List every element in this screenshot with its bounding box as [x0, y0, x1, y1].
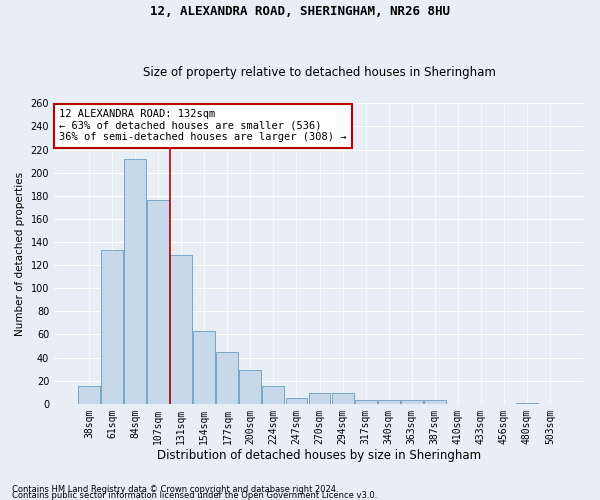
Bar — [124, 159, 146, 404]
Y-axis label: Number of detached properties: Number of detached properties — [15, 172, 25, 336]
Bar — [332, 394, 353, 404]
Text: 12 ALEXANDRA ROAD: 132sqm
← 63% of detached houses are smaller (536)
36% of semi: 12 ALEXANDRA ROAD: 132sqm ← 63% of detac… — [59, 110, 347, 142]
Bar — [78, 386, 100, 404]
Bar — [147, 200, 169, 404]
X-axis label: Distribution of detached houses by size in Sheringham: Distribution of detached houses by size … — [157, 450, 482, 462]
Bar — [262, 386, 284, 404]
Bar — [424, 400, 446, 404]
Text: 12, ALEXANDRA ROAD, SHERINGHAM, NR26 8HU: 12, ALEXANDRA ROAD, SHERINGHAM, NR26 8HU — [150, 5, 450, 18]
Bar — [308, 394, 331, 404]
Bar — [355, 400, 377, 404]
Bar — [401, 400, 422, 404]
Text: Contains HM Land Registry data © Crown copyright and database right 2024.: Contains HM Land Registry data © Crown c… — [12, 484, 338, 494]
Bar — [170, 254, 192, 404]
Bar — [239, 370, 262, 404]
Bar — [377, 400, 400, 404]
Bar — [193, 331, 215, 404]
Title: Size of property relative to detached houses in Sheringham: Size of property relative to detached ho… — [143, 66, 496, 78]
Bar — [516, 402, 538, 404]
Bar — [217, 352, 238, 404]
Text: Contains public sector information licensed under the Open Government Licence v3: Contains public sector information licen… — [12, 490, 377, 500]
Bar — [101, 250, 123, 404]
Bar — [286, 398, 307, 404]
